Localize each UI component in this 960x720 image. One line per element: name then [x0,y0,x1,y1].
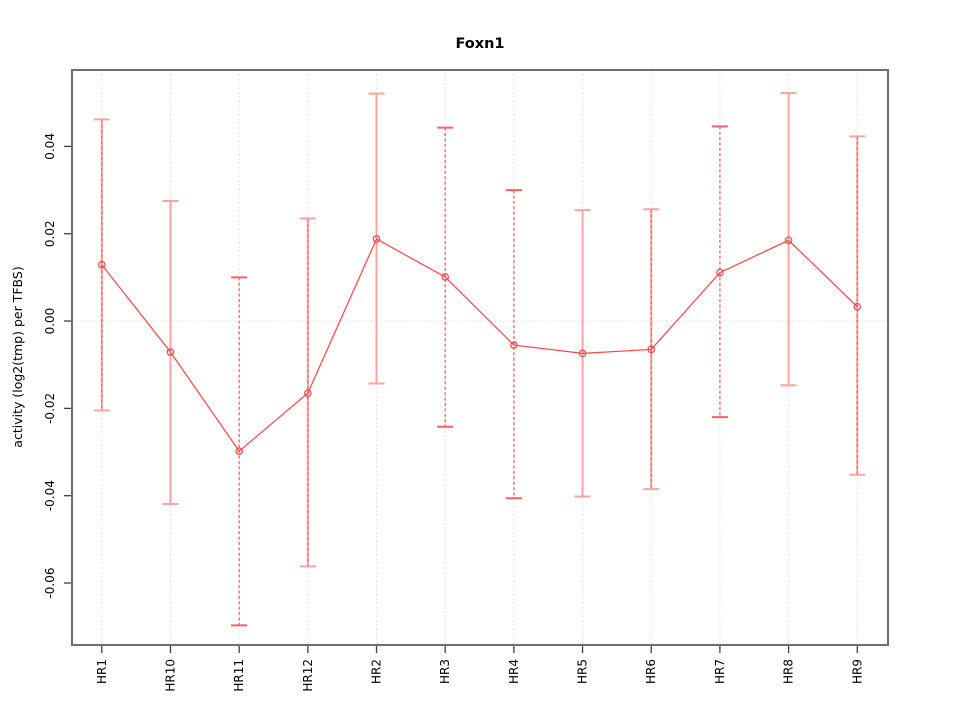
data-point-marker [372,235,381,243]
data-point-marker [166,348,175,356]
x-tick-label: HR3 [438,659,452,684]
y-tick-label: -0.06 [43,567,57,598]
data-point-marker [716,268,724,277]
y-axis-label: activity (log2(tmp) per TFBS) [10,266,25,447]
axes-layer: HR1 HR10 HR11 HR12 HR2 HR3 HR4 HR5 HR6 HR7 HR8 HR9 -… [43,133,864,692]
plot-box [71,69,889,646]
x-tick-label: HR7 [713,659,727,684]
y-tick-label: 0.00 [43,308,57,335]
error-bars-layer [93,92,866,627]
data-point-marker [647,345,656,354]
plot-box-layer [71,69,889,646]
data-point-marker [441,273,450,281]
chart-title: Foxn1 [455,36,504,52]
x-tick-label: HR9 [850,659,864,684]
y-tick-label: 0.04 [43,133,57,160]
data-point-marker [304,389,312,397]
y-tick-label: -0.02 [43,393,57,424]
gridlines-layer [72,70,888,645]
x-tick-label: HR1 [95,659,109,684]
series-line-layer [98,235,862,455]
x-tick-label: HR4 [507,659,521,684]
data-point-marker [853,302,862,311]
x-tick-label: HR6 [644,659,658,684]
series-line [101,238,858,453]
x-tick-label: HR2 [370,659,384,684]
x-tick-label: HR10 [163,659,177,692]
data-point-marker [235,447,243,455]
x-tick-label: HR12 [301,659,315,692]
y-tick-label: -0.04 [43,480,57,511]
data-point-marker [510,341,518,349]
data-point-marker [578,349,587,358]
data-point-marker [784,236,793,245]
data-point-marker [98,260,106,269]
x-tick-label: HR5 [576,659,590,684]
x-tick-label: HR11 [232,659,246,692]
x-tick-label: HR8 [782,659,796,684]
y-tick-label: 0.02 [43,220,57,247]
